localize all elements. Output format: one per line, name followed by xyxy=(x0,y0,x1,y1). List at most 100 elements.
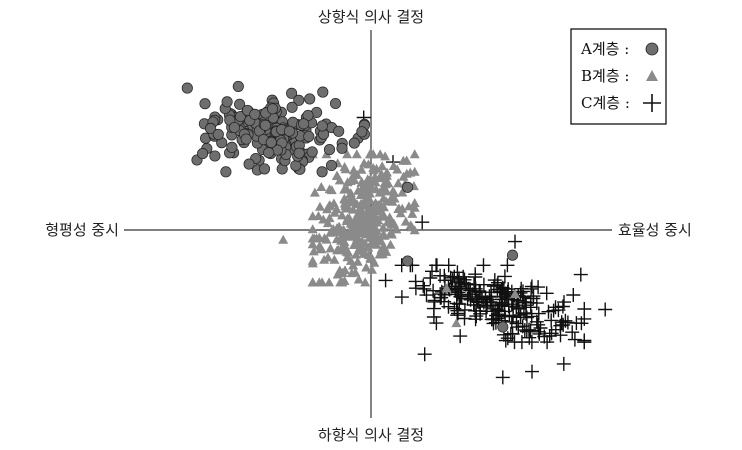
scatter-points xyxy=(181,80,613,385)
data-point-circle-171 xyxy=(249,108,261,120)
data-point-plus-86 xyxy=(560,315,575,330)
data-point-triangle-181 xyxy=(342,149,353,159)
data-point-plus-184 xyxy=(577,335,592,350)
legend-entry-c: C계층 : xyxy=(581,94,661,112)
data-point-plus-218 xyxy=(423,271,438,285)
data-point-triangle-319 xyxy=(378,229,389,239)
legend: A계층 : B계층 : C계층 : xyxy=(570,28,667,125)
data-point-triangle-201 xyxy=(326,185,337,195)
data-point-triangle-28 xyxy=(352,256,363,266)
data-point-triangle-247 xyxy=(342,177,353,187)
data-point-plus-188 xyxy=(462,281,477,296)
data-point-circle-189 xyxy=(197,148,209,160)
data-point-triangle-263 xyxy=(356,222,366,232)
data-point-triangle-219 xyxy=(337,210,347,220)
data-point-triangle-112 xyxy=(403,201,414,211)
data-point-circle-155 xyxy=(325,159,338,171)
data-point-plus-164 xyxy=(514,335,529,350)
legend-entry-a: A계층 : xyxy=(580,40,659,58)
legend-marker-circle xyxy=(645,42,659,56)
data-point-plus-239 xyxy=(508,234,522,249)
data-point-triangle-172 xyxy=(328,198,339,208)
data-point-circle-34 xyxy=(306,146,318,158)
data-point-triangle-177 xyxy=(409,198,420,207)
data-point-triangle-337 xyxy=(368,222,379,232)
data-point-triangle-152 xyxy=(375,149,386,159)
data-point-plus-234 xyxy=(598,302,613,317)
data-point-plus-202 xyxy=(490,277,505,292)
data-point-circle-191 xyxy=(263,147,275,159)
data-point-triangle-213 xyxy=(343,247,354,257)
data-point-plus-200 xyxy=(492,307,507,322)
data-point-triangle-115 xyxy=(376,236,387,246)
data-point-triangle-188 xyxy=(371,163,382,173)
data-point-triangle-207 xyxy=(380,184,391,194)
data-point-triangle-334 xyxy=(336,235,347,245)
data-point-triangle-301 xyxy=(367,264,377,274)
data-point-plus-38 xyxy=(567,332,582,347)
data-point-triangle-92 xyxy=(397,187,408,197)
data-point-circle-167 xyxy=(290,160,302,172)
data-point-triangle-324 xyxy=(392,164,403,174)
data-point-circle-163 xyxy=(209,150,221,162)
data-point-triangle-343 xyxy=(451,318,462,328)
data-point-circle-180 xyxy=(221,96,233,108)
data-point-triangle-204 xyxy=(316,182,327,191)
data-point-circle-182 xyxy=(226,141,238,153)
data-point-plus-129 xyxy=(497,269,512,284)
data-point-triangle-126 xyxy=(324,277,335,287)
data-point-plus-226 xyxy=(429,258,444,273)
data-point-circle-193 xyxy=(265,136,277,148)
data-point-triangle-342 xyxy=(510,289,520,298)
data-point-circle-194 xyxy=(283,125,295,137)
data-point-triangle-330 xyxy=(376,169,387,179)
data-point-triangle-291 xyxy=(307,277,318,287)
data-point-circle-153 xyxy=(303,130,315,142)
data-point-triangle-303 xyxy=(353,233,364,243)
axis-label-right: 효율성 중시 xyxy=(618,221,692,239)
data-point-circle-140 xyxy=(205,122,217,135)
legend-entry-b: B계층 : xyxy=(581,67,658,85)
legend-marker-triangle xyxy=(646,70,658,81)
data-point-triangle-336 xyxy=(334,175,345,185)
data-point-plus-220 xyxy=(513,310,528,325)
data-point-plus-214 xyxy=(503,326,518,341)
data-point-circle-98 xyxy=(243,158,255,170)
data-point-triangle-211 xyxy=(336,244,347,254)
data-point-triangle-248 xyxy=(351,249,362,259)
data-point-plus-170 xyxy=(408,274,423,289)
data-point-triangle-252 xyxy=(386,227,396,237)
data-point-triangle-292 xyxy=(377,249,388,259)
data-point-triangle-317 xyxy=(361,200,372,210)
data-point-plus-204 xyxy=(482,289,497,304)
data-point-plus-166 xyxy=(426,283,441,298)
data-point-triangle-318 xyxy=(367,237,378,247)
data-point-triangle-233 xyxy=(383,178,394,188)
data-point-triangle-102 xyxy=(318,214,329,224)
data-point-triangle-212 xyxy=(341,203,352,213)
legend-label-b: B계층 : xyxy=(581,67,629,85)
data-point-triangle-283 xyxy=(357,245,368,255)
data-point-triangle-134 xyxy=(387,186,398,196)
data-point-plus-160 xyxy=(548,322,563,337)
data-point-plus-199 xyxy=(469,290,484,304)
data-point-plus-113 xyxy=(500,258,515,273)
data-point-plus-143 xyxy=(476,277,491,292)
data-point-circle-178 xyxy=(304,93,316,105)
data-point-circle-179 xyxy=(333,125,345,137)
data-point-plus-221 xyxy=(486,279,501,294)
data-point-plus-194 xyxy=(566,288,581,302)
data-point-plus-155 xyxy=(453,289,468,304)
data-point-triangle-325 xyxy=(313,211,324,220)
data-point-plus-69 xyxy=(546,303,561,318)
data-point-triangle-304 xyxy=(401,155,412,165)
data-point-plus-224 xyxy=(429,316,444,331)
data-point-triangle-314 xyxy=(366,149,377,159)
data-point-triangle-300 xyxy=(336,226,346,236)
data-point-plus-101 xyxy=(544,313,559,328)
data-point-triangle-290 xyxy=(351,225,362,235)
data-point-circle-144 xyxy=(234,98,246,110)
data-point-circle-196 xyxy=(267,103,279,115)
data-point-plus-149 xyxy=(537,329,552,344)
